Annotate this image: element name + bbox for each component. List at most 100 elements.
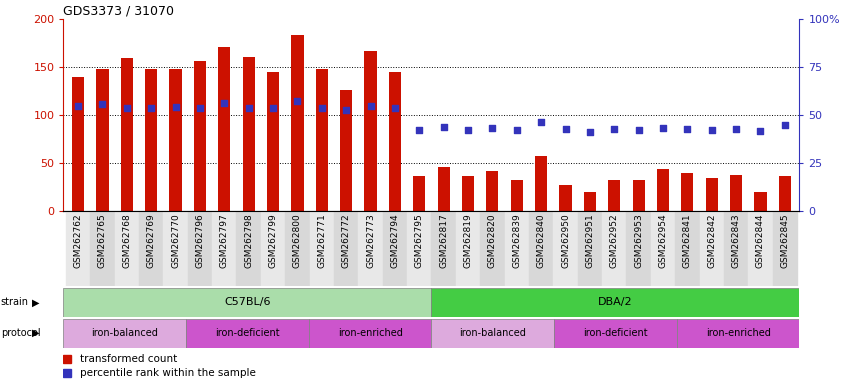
Bar (456, 211, 481, 286)
Bar (724, 211, 749, 286)
Text: GSM262771: GSM262771 (317, 214, 327, 268)
Bar (121, 58, 133, 211)
Text: GSM262799: GSM262799 (268, 214, 277, 268)
Bar (309, 319, 431, 348)
Bar (749, 211, 772, 286)
Text: GSM262950: GSM262950 (561, 214, 570, 268)
Text: GSM262953: GSM262953 (634, 214, 643, 268)
Bar (114, 211, 139, 286)
Point (291, 98, 305, 104)
Text: GSM262770: GSM262770 (171, 214, 180, 268)
Bar (431, 288, 799, 317)
Text: iron-deficient: iron-deficient (583, 328, 648, 338)
Bar (486, 171, 498, 211)
Bar (407, 211, 431, 286)
Point (242, 104, 255, 111)
Text: GSM262840: GSM262840 (536, 214, 546, 268)
Text: iron-balanced: iron-balanced (459, 328, 526, 338)
Bar (218, 47, 230, 211)
Bar (578, 211, 602, 286)
Text: GSM262819: GSM262819 (464, 214, 473, 268)
Bar (212, 211, 237, 286)
Bar (72, 77, 84, 211)
Bar (146, 69, 157, 211)
Text: GSM262762: GSM262762 (74, 214, 83, 268)
Text: GSM262794: GSM262794 (390, 214, 399, 268)
Bar (584, 192, 596, 211)
Text: iron-deficient: iron-deficient (215, 328, 280, 338)
Point (607, 126, 621, 132)
Text: GSM262768: GSM262768 (123, 214, 131, 268)
Bar (186, 319, 309, 348)
Point (266, 106, 280, 112)
Text: GSM262839: GSM262839 (513, 214, 521, 268)
Bar (462, 176, 474, 211)
Text: GSM262773: GSM262773 (366, 214, 375, 268)
Bar (559, 185, 572, 211)
Text: GSM262817: GSM262817 (439, 214, 448, 268)
Bar (681, 173, 694, 211)
Bar (677, 319, 799, 348)
Point (558, 126, 572, 132)
Text: GSM262844: GSM262844 (756, 214, 765, 268)
Text: GSM262843: GSM262843 (732, 214, 740, 268)
Text: GSM262797: GSM262797 (220, 214, 228, 268)
Bar (656, 169, 669, 211)
Point (388, 106, 402, 112)
Text: iron-enriched: iron-enriched (338, 328, 403, 338)
Bar (413, 176, 426, 211)
Bar (431, 211, 456, 286)
Bar (91, 211, 114, 286)
Point (437, 124, 450, 130)
Bar (261, 211, 285, 286)
Bar (700, 211, 724, 286)
Text: iron-enriched: iron-enriched (706, 328, 771, 338)
Point (754, 127, 767, 134)
Text: percentile rank within the sample: percentile rank within the sample (80, 368, 255, 378)
Point (632, 127, 645, 133)
Bar (633, 180, 645, 211)
Text: GSM262769: GSM262769 (146, 214, 156, 268)
Bar (334, 211, 359, 286)
Text: GSM262795: GSM262795 (415, 214, 424, 268)
Text: GDS3373 / 31070: GDS3373 / 31070 (63, 4, 174, 17)
Bar (340, 90, 352, 211)
Point (656, 124, 670, 131)
Point (461, 127, 475, 133)
Point (315, 106, 328, 112)
Bar (772, 211, 797, 286)
Text: GSM262772: GSM262772 (342, 214, 350, 268)
Bar (511, 180, 523, 211)
Bar (291, 35, 304, 211)
Point (96, 101, 109, 107)
Bar (139, 211, 163, 286)
Text: C57BL/6: C57BL/6 (224, 297, 271, 308)
Point (535, 119, 548, 125)
Bar (310, 211, 334, 286)
Bar (755, 192, 766, 211)
Bar (267, 72, 279, 211)
Text: GSM262798: GSM262798 (244, 214, 253, 268)
Bar (504, 211, 529, 286)
Point (217, 100, 231, 106)
Bar (237, 211, 261, 286)
Text: GSM262952: GSM262952 (610, 214, 618, 268)
Bar (188, 211, 212, 286)
Bar (431, 319, 554, 348)
Point (413, 127, 426, 133)
Bar (316, 69, 328, 211)
Bar (389, 72, 401, 211)
Bar (481, 211, 504, 286)
Text: GSM262954: GSM262954 (658, 214, 667, 268)
Bar (194, 61, 206, 211)
Point (193, 104, 206, 111)
Point (120, 104, 134, 111)
Bar (382, 211, 407, 286)
Bar (243, 57, 255, 211)
Point (71, 103, 85, 109)
Point (778, 122, 792, 128)
Bar (626, 211, 651, 286)
Text: GSM262842: GSM262842 (707, 214, 717, 268)
Bar (66, 211, 91, 286)
Point (364, 103, 377, 109)
